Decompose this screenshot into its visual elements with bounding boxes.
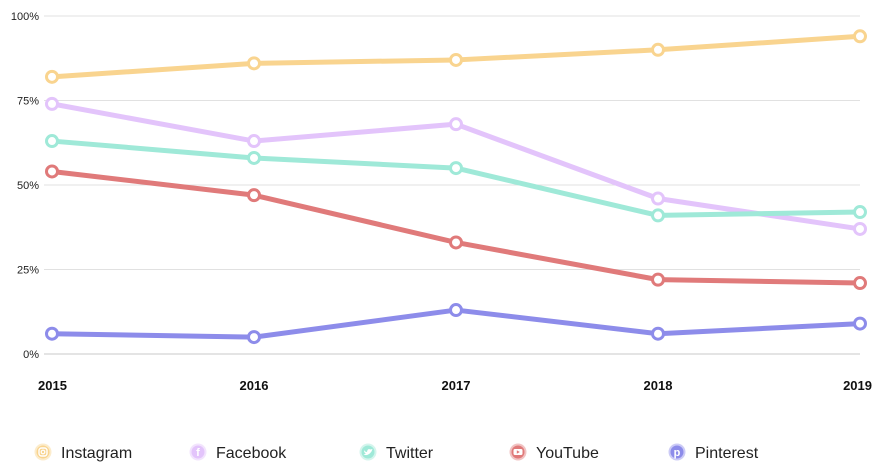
x-axis-tick-labels: 2015 2016 2017 2018 2019 [38,378,872,393]
pinterest-point-2016 [247,330,261,345]
youtube-point-2017 [449,235,463,250]
y-tick-label: 25% [17,265,39,277]
youtube-point-2015 [45,164,59,179]
legend-label-twitter: Twitter [386,445,434,462]
facebook-point-2017 [449,117,463,132]
twitter-point-2015 [45,134,59,149]
x-tick-label: 2019 [843,378,872,393]
svg-text:f: f [196,447,200,459]
pinterest-point-2019 [853,316,867,331]
x-tick-label: 2016 [240,378,269,393]
legend-label-youtube: YouTube [536,445,599,462]
legend-item-twitter: Twitter [359,443,434,462]
x-tick-label: 2018 [644,378,673,393]
twitter-point-2017 [449,161,463,176]
instagram-point-2016 [247,56,261,71]
y-axis-tick-labels: 0% 25% 50% 75% 100% [11,11,39,361]
twitter-point-2019 [853,205,867,220]
y-tick-label: 75% [17,96,39,108]
legend: Instagram f Facebook Twitter YouTube p Pintere… [34,443,759,462]
instagram-point-2018 [651,42,665,57]
series-youtube [45,164,867,291]
instagram-point-2015 [45,69,59,84]
youtube-point-2016 [247,188,261,203]
facebook-point-2018 [651,191,665,206]
youtube-point-2019 [853,276,867,291]
pinterest-point-2018 [651,326,665,341]
youtube-line [49,168,863,286]
series-pinterest [45,303,867,345]
youtube-point-2018 [651,272,665,287]
svg-text:p: p [674,447,681,459]
instagram-point-2017 [449,52,463,67]
legend-label-instagram: Instagram [61,445,132,462]
legend-item-pinterest: p Pinterest [668,443,759,462]
series-twitter [45,134,867,223]
youtube-icon [509,443,527,461]
legend-item-youtube: YouTube [509,443,599,462]
x-tick-label: 2015 [38,378,67,393]
series-instagram [45,29,867,84]
facebook-icon: f [189,443,207,461]
twitter-line [49,138,863,218]
instagram-point-2019 [853,29,867,44]
series-facebook [45,96,867,236]
facebook-point-2016 [247,134,261,149]
twitter-point-2016 [247,150,261,165]
series-lines [45,29,867,345]
legend-label-pinterest: Pinterest [695,445,759,462]
legend-item-instagram: Instagram [34,443,132,462]
facebook-point-2019 [853,221,867,236]
y-tick-label: 0% [23,349,39,361]
legend-item-facebook: f Facebook [189,443,287,462]
pinterest-icon: p [668,443,686,461]
twitter-icon [359,443,377,461]
x-tick-label: 2017 [442,378,471,393]
pinterest-point-2015 [45,326,59,341]
legend-label-facebook: Facebook [216,445,287,462]
instagram-icon [34,443,52,461]
twitter-point-2018 [651,208,665,223]
pinterest-point-2017 [449,303,463,318]
facebook-point-2015 [45,96,59,111]
y-tick-label: 50% [17,180,39,192]
y-tick-label: 100% [11,11,39,23]
